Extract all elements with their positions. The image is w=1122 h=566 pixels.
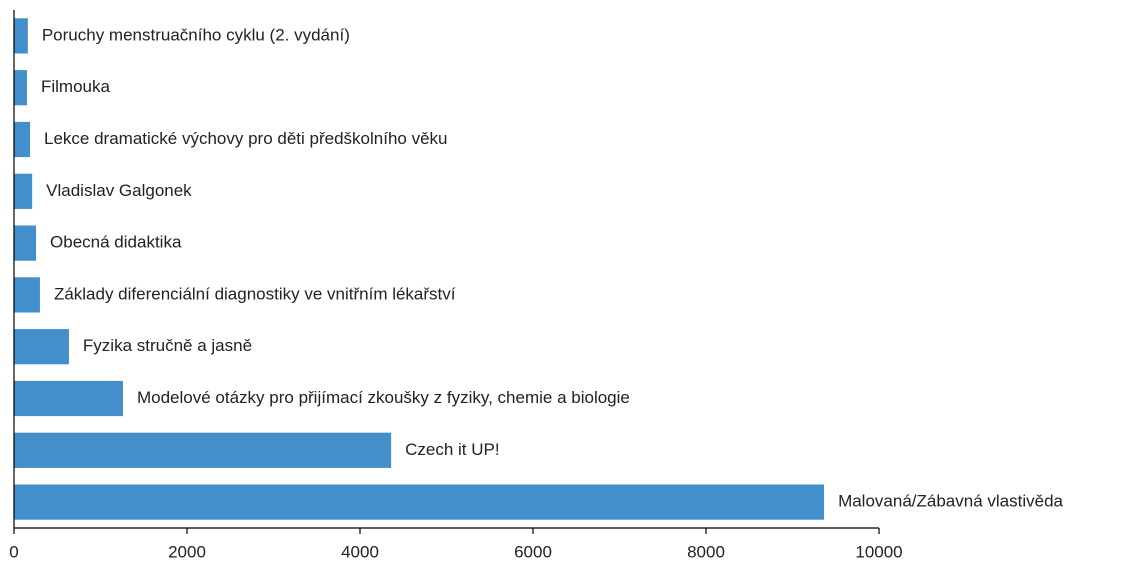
- bar: [14, 18, 28, 54]
- bar: [14, 225, 37, 261]
- x-tick-label: 0: [9, 542, 18, 561]
- bar-label: Czech it UP!: [405, 440, 499, 459]
- x-tick-label: 10000: [855, 542, 902, 561]
- x-tick-label: 4000: [341, 542, 379, 561]
- x-tick-label: 6000: [514, 542, 552, 561]
- bar: [14, 484, 825, 520]
- bar-label: Poruchy menstruačního cyklu (2. vydání): [42, 25, 350, 44]
- bar: [14, 277, 40, 313]
- bar: [14, 70, 27, 106]
- bar: [14, 380, 123, 417]
- bar-label: Modelové otázky pro přijímací zkoušky z …: [137, 388, 630, 407]
- bar-label: Obecná didaktika: [50, 233, 182, 252]
- bar: [14, 173, 33, 209]
- bar-label: Fyzika stručně a jasně: [83, 336, 252, 355]
- x-tick-label: 2000: [168, 542, 206, 561]
- bar: [14, 329, 69, 365]
- bar-label: Lekce dramatické výchovy pro děti předšk…: [44, 129, 447, 148]
- bar-label: Vladislav Galgonek: [46, 181, 192, 200]
- bar-label: Malovaná/Zábavná vlastivěda: [838, 492, 1063, 511]
- bar-label: Filmouka: [41, 77, 111, 96]
- bar: [14, 432, 392, 468]
- bar-label: Základy diferenciální diagnostiky ve vni…: [54, 284, 456, 303]
- bar: [14, 121, 31, 158]
- x-tick-label: 8000: [687, 542, 725, 561]
